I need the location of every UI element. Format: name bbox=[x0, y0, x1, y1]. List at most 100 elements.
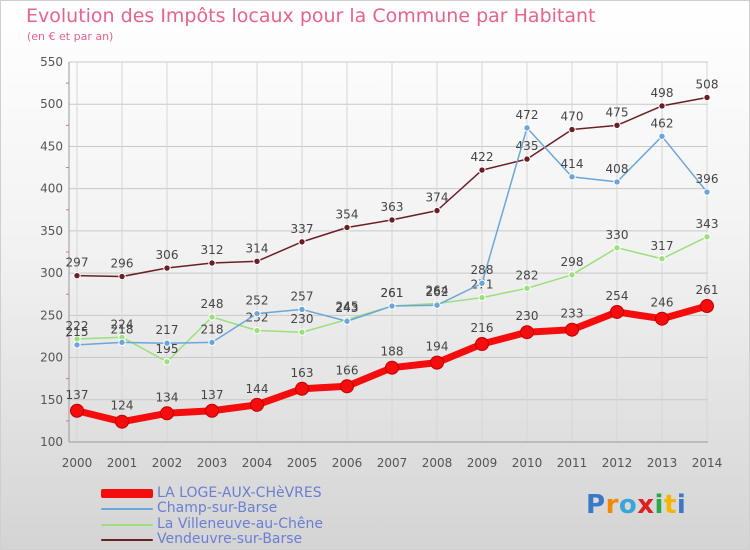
proxiti-logo: Proxiti bbox=[586, 490, 686, 520]
data-label-la-villeneuve-au-ch-ne: 222 bbox=[66, 319, 89, 333]
x-tick-label: 2008 bbox=[422, 456, 453, 470]
legend-label-champ: Champ-sur-Barse bbox=[157, 500, 278, 516]
y-tick-label: 250 bbox=[40, 308, 63, 322]
data-point-champ-sur-barse bbox=[73, 341, 81, 349]
x-tick-label: 2011 bbox=[557, 456, 588, 470]
data-label-champ-sur-barse: 462 bbox=[651, 116, 674, 130]
data-label-la-loge-aux-ch-vres: 246 bbox=[651, 296, 674, 310]
data-label-la-loge-aux-ch-vres: 124 bbox=[111, 399, 134, 413]
x-tick-label: 2009 bbox=[467, 456, 498, 470]
data-point-champ-sur-barse bbox=[253, 309, 261, 318]
data-point-la-villeneuve-au-ch-ne bbox=[568, 271, 576, 279]
chart-title: Evolution des Impôts locaux pour la Comm… bbox=[26, 5, 596, 27]
data-label-la-villeneuve-au-ch-ne: 282 bbox=[516, 268, 539, 282]
data-point-la-villeneuve-au-ch-ne bbox=[253, 326, 261, 335]
data-point-vendeuvre-sur-barse bbox=[433, 206, 441, 215]
x-tick-label: 2000 bbox=[62, 456, 93, 470]
data-label-la-villeneuve-au-ch-ne: 248 bbox=[201, 297, 224, 311]
y-tick-label: 500 bbox=[40, 97, 63, 111]
x-tick-label: 2001 bbox=[107, 456, 138, 470]
legend-swatch-vendeuvre bbox=[101, 538, 153, 541]
data-label-la-villeneuve-au-ch-ne: 330 bbox=[606, 228, 629, 242]
data-label-vendeuvre-sur-barse: 306 bbox=[156, 248, 179, 262]
legend-item-champ: Champ-sur-Barse bbox=[101, 501, 277, 516]
data-label-vendeuvre-sur-barse: 363 bbox=[381, 200, 404, 214]
data-label-la-loge-aux-ch-vres: 194 bbox=[426, 340, 449, 354]
data-label-champ-sur-barse: 408 bbox=[606, 162, 629, 176]
data-point-champ-sur-barse bbox=[163, 339, 171, 347]
y-tick-label: 350 bbox=[40, 224, 63, 238]
legend-swatch-champ bbox=[101, 507, 153, 510]
data-point-la-loge-aux-ch-vres bbox=[655, 311, 669, 326]
data-point-champ-sur-barse bbox=[523, 124, 531, 132]
data-point-vendeuvre-sur-barse bbox=[163, 264, 171, 272]
x-tick-label: 2007 bbox=[377, 456, 408, 470]
x-tick-label: 2004 bbox=[242, 456, 273, 470]
data-label-la-loge-aux-ch-vres: 233 bbox=[561, 307, 584, 321]
x-tick-label: 2003 bbox=[197, 456, 228, 470]
legend-swatch-villeneuve bbox=[101, 523, 153, 526]
legend-item-villeneuve: La Villeneuve-au-Chêne bbox=[101, 517, 323, 532]
y-tick-label: 200 bbox=[40, 351, 63, 365]
data-point-la-loge-aux-ch-vres bbox=[430, 355, 444, 370]
data-label-champ-sur-barse: 414 bbox=[561, 157, 584, 171]
data-point-la-loge-aux-ch-vres bbox=[520, 325, 534, 340]
logo-letter: o bbox=[618, 490, 638, 520]
data-point-vendeuvre-sur-barse bbox=[523, 155, 531, 163]
data-point-champ-sur-barse bbox=[703, 188, 711, 196]
logo-letter: i bbox=[676, 490, 687, 520]
data-point-la-loge-aux-ch-vres bbox=[700, 299, 714, 314]
data-point-champ-sur-barse bbox=[208, 338, 216, 347]
y-tick-label: 400 bbox=[40, 182, 63, 196]
data-point-la-loge-aux-ch-vres bbox=[565, 322, 579, 337]
data-point-la-loge-aux-ch-vres bbox=[475, 337, 489, 352]
data-label-la-loge-aux-ch-vres: 144 bbox=[246, 382, 269, 396]
data-label-la-loge-aux-ch-vres: 216 bbox=[471, 321, 494, 335]
legend-swatch-la-loge bbox=[101, 489, 153, 498]
data-point-la-loge-aux-ch-vres bbox=[160, 406, 174, 421]
data-point-vendeuvre-sur-barse bbox=[613, 121, 621, 130]
data-label-la-loge-aux-ch-vres: 188 bbox=[381, 345, 404, 359]
logo-letter: P bbox=[586, 490, 606, 520]
data-label-vendeuvre-sur-barse: 508 bbox=[696, 77, 719, 91]
x-tick-label: 2010 bbox=[512, 456, 543, 470]
data-label-la-villeneuve-au-ch-ne: 298 bbox=[561, 255, 584, 269]
data-label-vendeuvre-sur-barse: 470 bbox=[561, 110, 584, 124]
data-label-la-loge-aux-ch-vres: 261 bbox=[696, 283, 719, 297]
data-point-vendeuvre-sur-barse bbox=[658, 102, 666, 110]
chart-subtitle: (en € et par an) bbox=[27, 30, 114, 43]
x-tick-label: 2013 bbox=[647, 456, 678, 470]
data-point-champ-sur-barse bbox=[388, 302, 396, 310]
x-tick-label: 2014 bbox=[692, 456, 723, 470]
data-label-vendeuvre-sur-barse: 498 bbox=[651, 86, 674, 100]
y-tick-label: 550 bbox=[40, 55, 63, 69]
data-label-la-villeneuve-au-ch-ne: 343 bbox=[696, 217, 719, 231]
data-label-la-loge-aux-ch-vres: 230 bbox=[516, 309, 539, 323]
data-point-la-loge-aux-ch-vres bbox=[340, 379, 354, 394]
data-point-vendeuvre-sur-barse bbox=[703, 93, 711, 102]
data-label-la-villeneuve-au-ch-ne: 264 bbox=[426, 284, 449, 298]
data-point-la-villeneuve-au-ch-ne bbox=[163, 358, 171, 366]
data-point-vendeuvre-sur-barse bbox=[568, 125, 576, 134]
data-label-vendeuvre-sur-barse: 337 bbox=[291, 222, 314, 236]
data-point-champ-sur-barse bbox=[658, 132, 666, 141]
data-point-champ-sur-barse bbox=[613, 178, 621, 186]
data-label-vendeuvre-sur-barse: 374 bbox=[426, 191, 449, 205]
data-point-la-villeneuve-au-ch-ne bbox=[298, 328, 306, 336]
data-point-la-loge-aux-ch-vres bbox=[250, 397, 264, 412]
logo-letter: x bbox=[637, 490, 655, 520]
y-tick-label: 100 bbox=[40, 435, 63, 449]
data-point-champ-sur-barse bbox=[568, 173, 576, 181]
data-label-champ-sur-barse: 261 bbox=[381, 286, 404, 300]
data-label-vendeuvre-sur-barse: 297 bbox=[66, 256, 89, 270]
data-point-la-loge-aux-ch-vres bbox=[295, 381, 309, 396]
data-label-champ-sur-barse: 252 bbox=[246, 294, 269, 308]
data-label-champ-sur-barse: 215 bbox=[66, 325, 89, 339]
data-point-vendeuvre-sur-barse bbox=[388, 216, 396, 224]
data-label-champ-sur-barse: 262 bbox=[426, 285, 449, 299]
data-point-vendeuvre-sur-barse bbox=[343, 223, 351, 232]
data-label-vendeuvre-sur-barse: 435 bbox=[516, 139, 539, 153]
data-point-champ-sur-barse bbox=[343, 317, 351, 325]
data-label-champ-sur-barse: 257 bbox=[291, 289, 314, 303]
